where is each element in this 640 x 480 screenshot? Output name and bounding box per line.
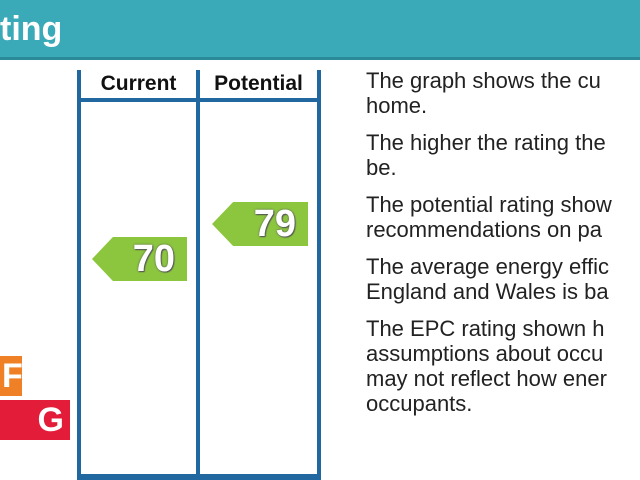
info-line: The average energy effic [366,254,609,279]
info-line: The potential rating show [366,192,612,217]
info-paragraph: The higher the rating the be. [366,130,640,180]
info-line: The graph shows the cu [366,68,601,93]
potential-rating-value: 79 [253,203,296,245]
band-g-label: G [37,401,64,439]
info-line: The higher the rating the [366,130,606,155]
potential-rating-arrow: 79 [212,202,308,246]
column-header-potential: Potential [214,72,303,95]
column-header-rule [77,98,321,102]
current-rating-value: 70 [132,238,175,280]
info-paragraph: The EPC rating shown h assumptions about… [366,316,640,416]
info-line: assumptions about occu [366,341,604,366]
column-divider-right [317,70,321,480]
band-f-label: F [2,357,23,395]
info-line: occupants. [366,391,473,416]
info-paragraph: The average energy effic England and Wal… [366,254,640,304]
section-header: ting [0,0,640,60]
info-text: The graph shows the cu home. The higher … [366,68,640,428]
info-line: England and Wales is ba [366,279,609,304]
column-header-current: Current [100,72,177,95]
rating-band-f: F [0,356,23,396]
info-line: home. [366,93,428,118]
info-paragraph: The graph shows the cu home. [366,68,640,118]
info-line: may not reflect how ener [366,366,607,391]
info-line: The EPC rating shown h [366,316,605,341]
rating-band-g: G [0,400,70,440]
column-divider-left [77,70,81,480]
section-title: ting [0,10,63,48]
info-line: be. [366,155,397,180]
info-line: recommendations on pa [366,217,603,242]
column-bottom-rule [77,474,321,480]
current-rating-arrow: 70 [92,237,187,281]
column-divider-middle [196,70,200,480]
info-paragraph: The potential rating show recommendation… [366,192,640,242]
